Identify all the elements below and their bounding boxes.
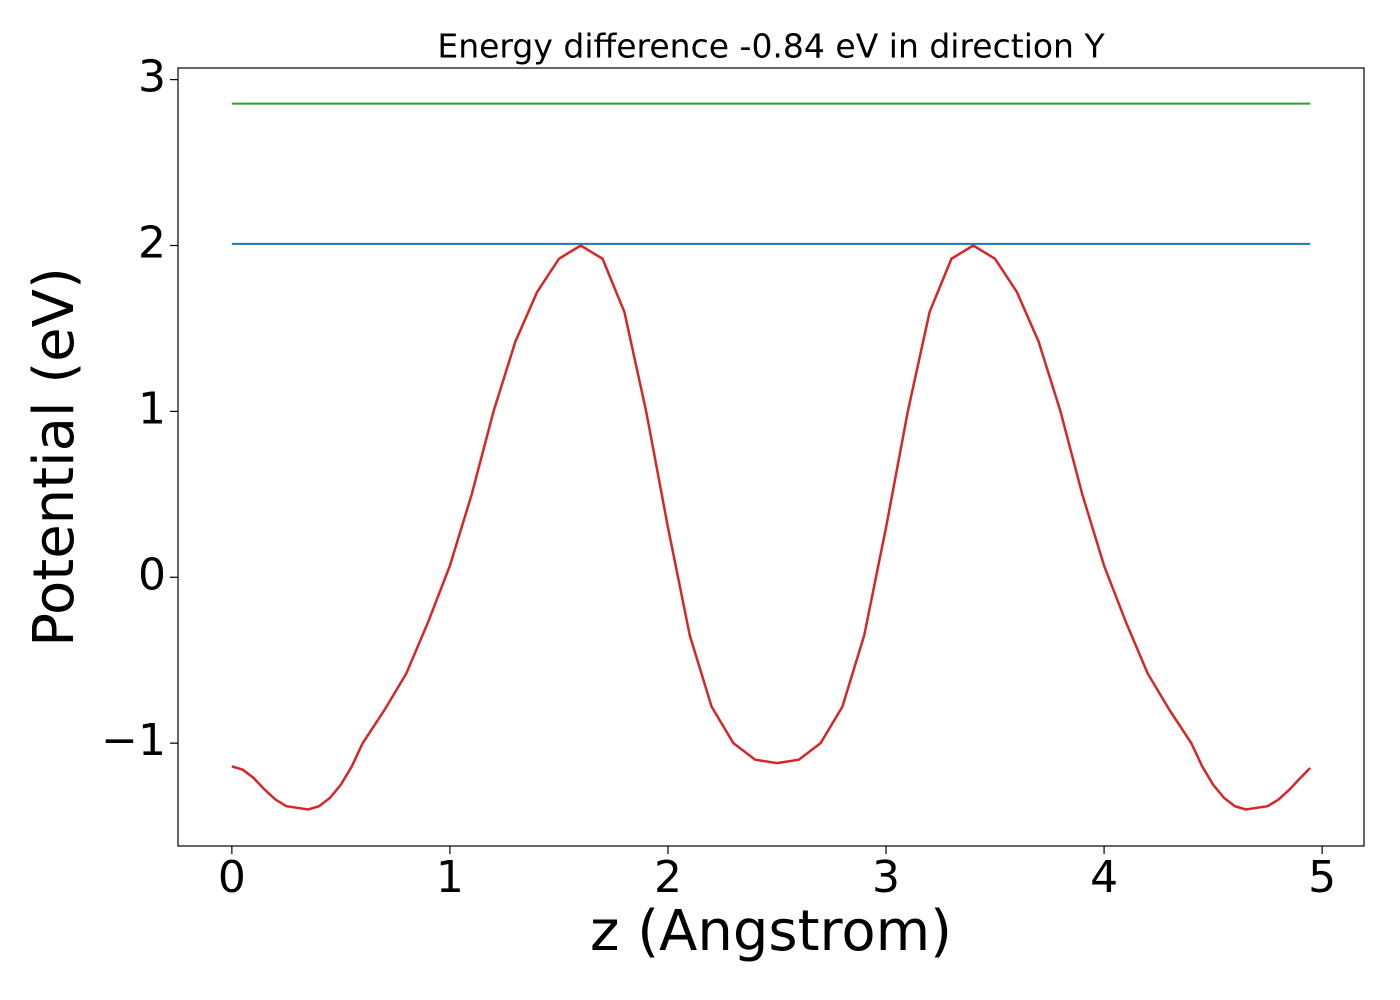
y-tick-label: 3	[138, 52, 166, 103]
y-tick-label: 0	[138, 549, 166, 600]
chart-title: Energy difference -0.84 eV in direction …	[437, 27, 1105, 66]
y-tick-label: 1	[138, 383, 166, 434]
x-tick-label: 1	[436, 852, 464, 903]
x-axis-label: z (Angstrom)	[590, 899, 952, 964]
x-tick-label: 3	[872, 852, 900, 903]
plot-frame	[177, 67, 1365, 847]
x-tick-label: 2	[654, 852, 682, 903]
y-tick-label: −1	[101, 715, 166, 766]
x-tick-label: 5	[1308, 852, 1336, 903]
x-tick-label: 0	[218, 852, 246, 903]
data-line	[231, 244, 1312, 811]
y-axis-label: Potential (eV)	[22, 267, 87, 647]
x-tick-label: 4	[1090, 852, 1118, 903]
y-tick-label: 2	[138, 217, 166, 268]
